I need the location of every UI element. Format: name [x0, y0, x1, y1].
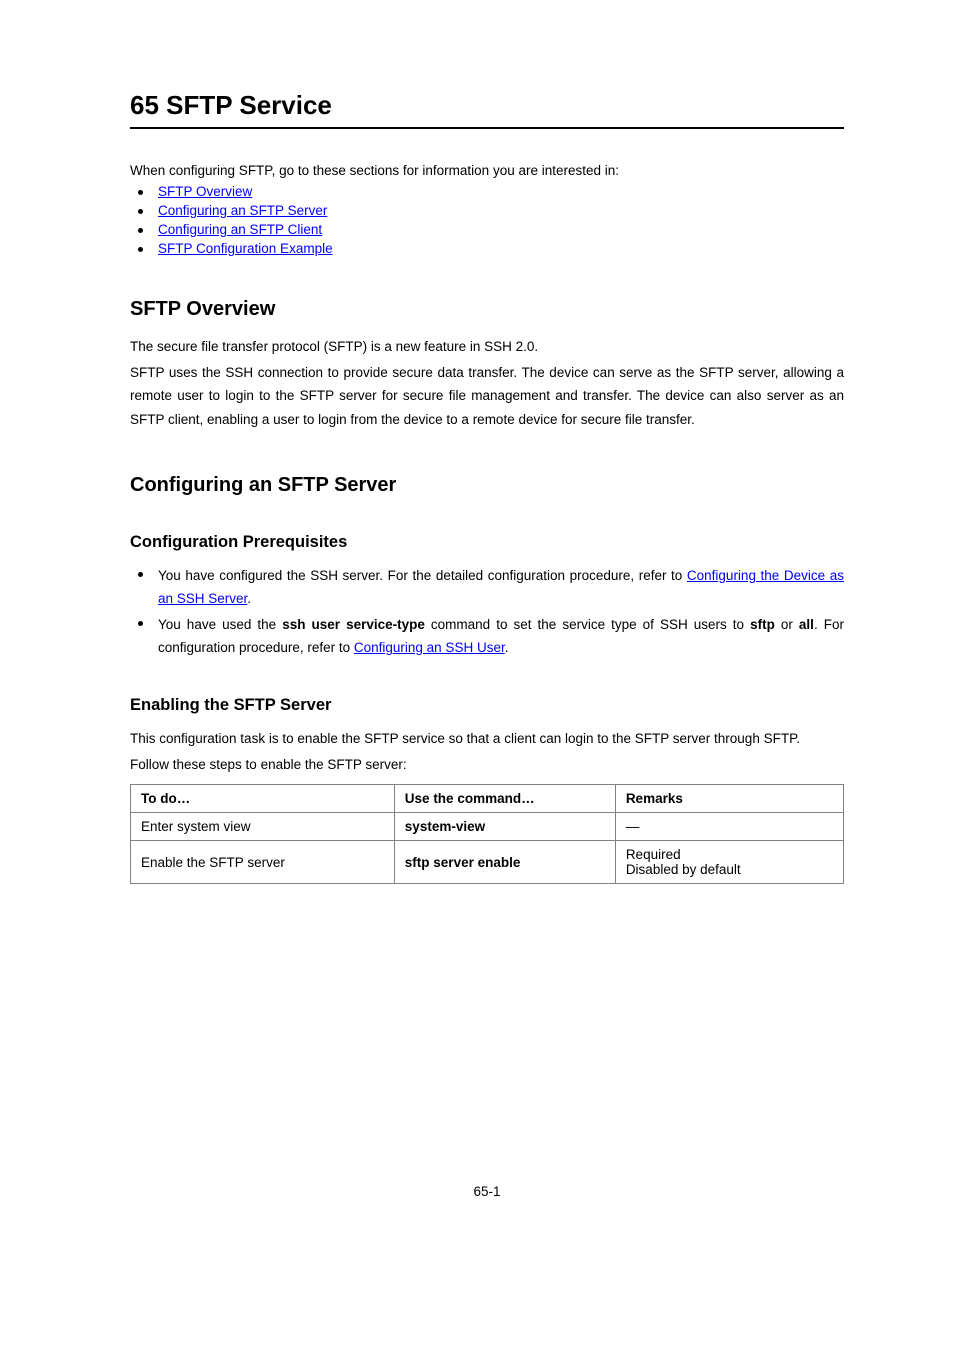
- overview-paragraph-1: The secure file transfer protocol (SFTP)…: [130, 335, 844, 359]
- enable-heading: Enabling the SFTP Server: [130, 696, 844, 715]
- prereq-item-2: You have used the ssh user service-type …: [130, 613, 844, 660]
- prereq2-link[interactable]: Configuring an SSH User: [354, 640, 505, 655]
- prereq-item-1: You have configured the SSH server. For …: [130, 564, 844, 611]
- toc-item-overview: SFTP Overview: [130, 184, 844, 199]
- toc-link-client[interactable]: Configuring an SFTP Client: [158, 222, 322, 237]
- prereq1-pre: You have configured the SSH server. For …: [158, 568, 687, 583]
- cell-cmd: system-view: [394, 813, 615, 841]
- toc-link-overview[interactable]: SFTP Overview: [158, 184, 252, 199]
- prereq2-e: .: [505, 640, 509, 655]
- col-cmd: Use the command…: [394, 785, 615, 813]
- cell-todo: Enable the SFTP server: [131, 841, 395, 884]
- prereq2-v2: all: [799, 617, 814, 632]
- enable-paragraph: This configuration task is to enable the…: [130, 727, 844, 751]
- cell-remarks: —: [615, 813, 843, 841]
- prereq2-b: command to set the service type of SSH u…: [425, 617, 750, 632]
- enable-follow: Follow these steps to enable the SFTP se…: [130, 753, 844, 777]
- cell-remarks: Required Disabled by default: [615, 841, 843, 884]
- toc-item-example: SFTP Configuration Example: [130, 241, 844, 256]
- cell-todo: Enter system view: [131, 813, 395, 841]
- toc-list: SFTP Overview Configuring an SFTP Server…: [130, 184, 844, 256]
- chapter-number: 65: [130, 90, 159, 120]
- prereq-list: You have configured the SSH server. For …: [130, 564, 844, 661]
- prereq1-post: .: [247, 591, 251, 606]
- chapter-title: 65 SFTP Service: [130, 90, 844, 129]
- page-number: 65-1: [130, 1184, 844, 1199]
- prereq-heading: Configuration Prerequisites: [130, 533, 844, 552]
- prereq2-c: or: [775, 617, 799, 632]
- col-remarks: Remarks: [615, 785, 843, 813]
- overview-heading: SFTP Overview: [130, 298, 844, 321]
- prereq2-v1: sftp: [750, 617, 775, 632]
- enable-table: To do… Use the command… Remarks Enter sy…: [130, 784, 844, 884]
- toc-link-server[interactable]: Configuring an SFTP Server: [158, 203, 327, 218]
- overview-paragraph-2: SFTP uses the SSH connection to provide …: [130, 361, 844, 432]
- chapter-title-text: SFTP Service: [166, 90, 332, 120]
- prereq2-cmd: ssh user service-type: [282, 617, 425, 632]
- toc-link-example[interactable]: SFTP Configuration Example: [158, 241, 333, 256]
- toc-item-server: Configuring an SFTP Server: [130, 203, 844, 218]
- cell-cmd: sftp server enable: [394, 841, 615, 884]
- toc-item-client: Configuring an SFTP Client: [130, 222, 844, 237]
- prereq2-a: You have used the: [158, 617, 282, 632]
- intro-text: When configuring SFTP, go to these secti…: [130, 163, 844, 178]
- table-row: Enable the SFTP server sftp server enabl…: [131, 841, 844, 884]
- col-todo: To do…: [131, 785, 395, 813]
- server-heading: Configuring an SFTP Server: [130, 474, 844, 497]
- table-row: Enter system view system-view —: [131, 813, 844, 841]
